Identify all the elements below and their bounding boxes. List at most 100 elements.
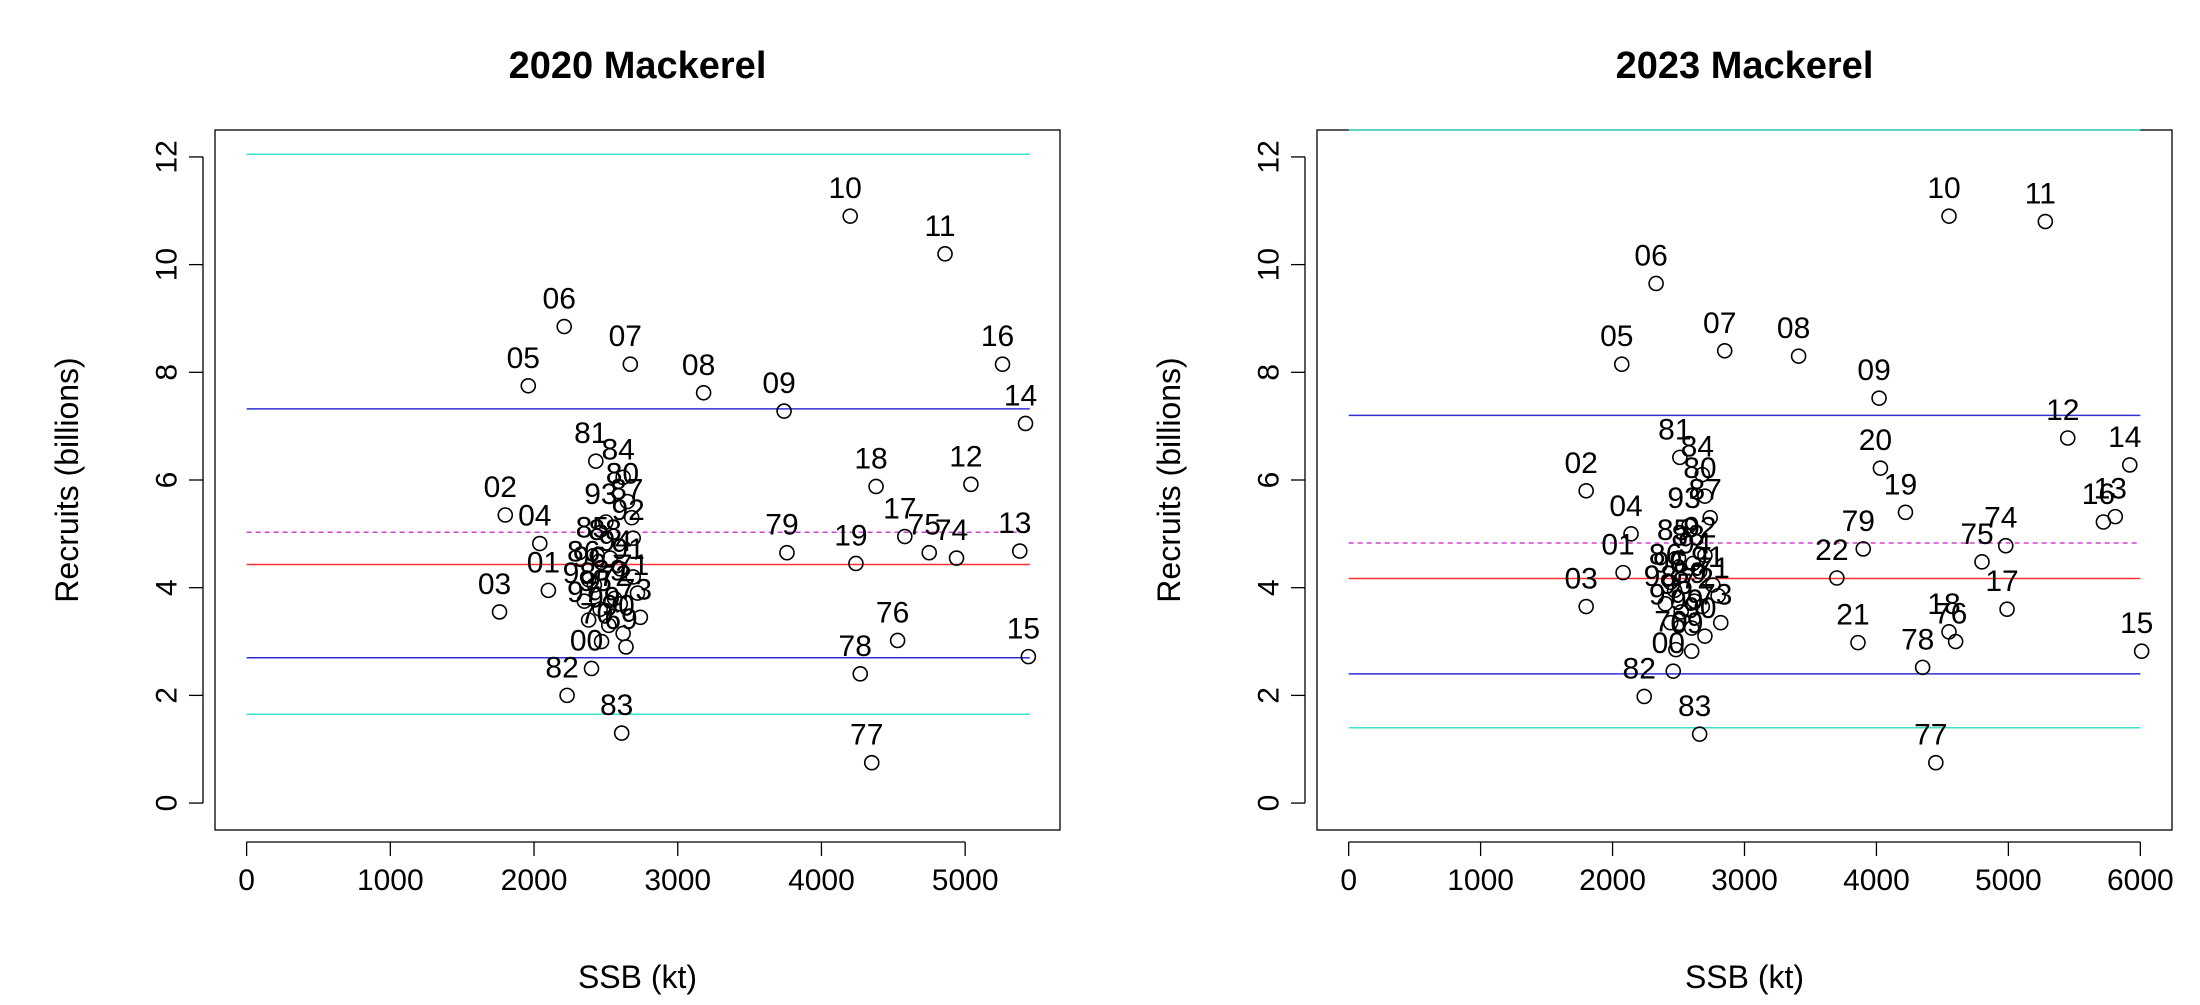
point-label: 95 [578,565,611,598]
data-point [937,246,953,262]
point-label: 78 [839,630,872,663]
point-label: 17 [883,493,916,526]
data-point [1999,601,2015,618]
data-point [1683,643,1700,660]
data-point [1020,648,1037,665]
data-point [1914,659,1931,676]
point-label: 77 [1914,719,1947,752]
data-point [1672,449,1688,466]
data-point [1578,598,1594,615]
y-tick-label: 12 [151,140,184,173]
data-point [1928,754,1944,771]
data-point [491,604,508,620]
x-tick-label: 1000 [357,864,424,897]
point-label: 16 [981,320,1014,353]
point-label: 79 [765,509,798,542]
data-point [1997,537,2014,554]
point-label: 76 [876,596,909,629]
data-point [583,660,600,677]
point-label: 71 [616,549,649,582]
x-tick-label: 4000 [788,864,855,897]
point-label: 71 [1696,552,1729,585]
point-label: 07 [609,320,642,353]
data-point [848,555,864,572]
data-point [1790,348,1807,364]
data-point [1697,628,1713,644]
data-point [1011,543,1028,559]
point-label: 19 [1884,468,1917,501]
point-label: 90 [1683,592,1716,625]
data-point [622,356,639,373]
x-tick-label: 3000 [644,864,711,897]
data-point [600,617,617,634]
data-point [580,571,597,588]
data-point [1683,620,1700,636]
point-label: 01 [527,546,560,579]
y-tick-label: 8 [151,364,184,381]
y-tick-label: 2 [151,687,184,704]
data-point [842,208,858,224]
x-tick-label: 0 [238,864,255,897]
data-point [1668,641,1684,658]
data-point [889,632,906,649]
point-label: 91 [612,533,645,566]
point-label: 95 [1659,568,1692,601]
point-label: 00 [1652,627,1685,660]
data-point [1578,482,1594,499]
point-label: 69 [1670,607,1703,640]
y-tick-label: 10 [151,248,184,281]
data-point [1694,466,1711,483]
point-label: 85 [576,511,609,544]
point-label: 18 [1927,588,1960,621]
data-point [592,601,608,618]
point-label: 89 [1673,557,1706,590]
point-label: 11 [924,210,955,243]
data-point [576,593,593,609]
data-point [1691,563,1708,580]
x-tick-label: 4000 [1843,864,1910,897]
y-tick-label: 0 [151,795,184,812]
data-point [540,582,557,599]
point-label: 86 [567,536,600,569]
point-label: 05 [507,342,540,375]
data-point [1850,634,1866,651]
point-label: 93 [584,478,617,511]
point-label: 76 [1934,598,1967,631]
data-point [1697,488,1713,504]
data-point [1691,726,1708,742]
y-tick-label: 8 [1253,364,1286,381]
point-label: 69 [604,603,637,636]
data-point [625,569,641,585]
x-tick-label: 5000 [932,864,999,897]
point-label: 84 [1681,431,1714,464]
point-label: 82 [1623,652,1656,685]
data-point [593,633,610,650]
point-label: 07 [1703,307,1736,340]
data-point [580,612,597,628]
point-label: 98 [1644,560,1677,593]
data-point [623,509,640,526]
point-label: 74 [935,514,968,547]
data-point [602,550,618,566]
data-point [559,687,575,704]
data-point [629,585,646,601]
point-label: 98 [563,557,596,590]
point-label: 73 [619,573,652,606]
data-point [1712,614,1729,631]
data-point [1662,614,1679,631]
y-tick-label: 10 [1253,248,1286,281]
data-point [1657,596,1674,612]
data-point [1694,598,1711,615]
point-label: 08 [1777,312,1810,345]
data-point [2059,430,2076,446]
point-label: 22 [1815,534,1848,567]
point-label: 12 [949,440,982,473]
point-label: 81 [1658,413,1691,446]
data-point [1623,526,1639,542]
point-label: 72 [1681,563,1714,596]
point-label: 12 [2046,394,2079,427]
x-tick-label: 3000 [1711,864,1778,897]
point-label: 88 [1671,519,1704,552]
